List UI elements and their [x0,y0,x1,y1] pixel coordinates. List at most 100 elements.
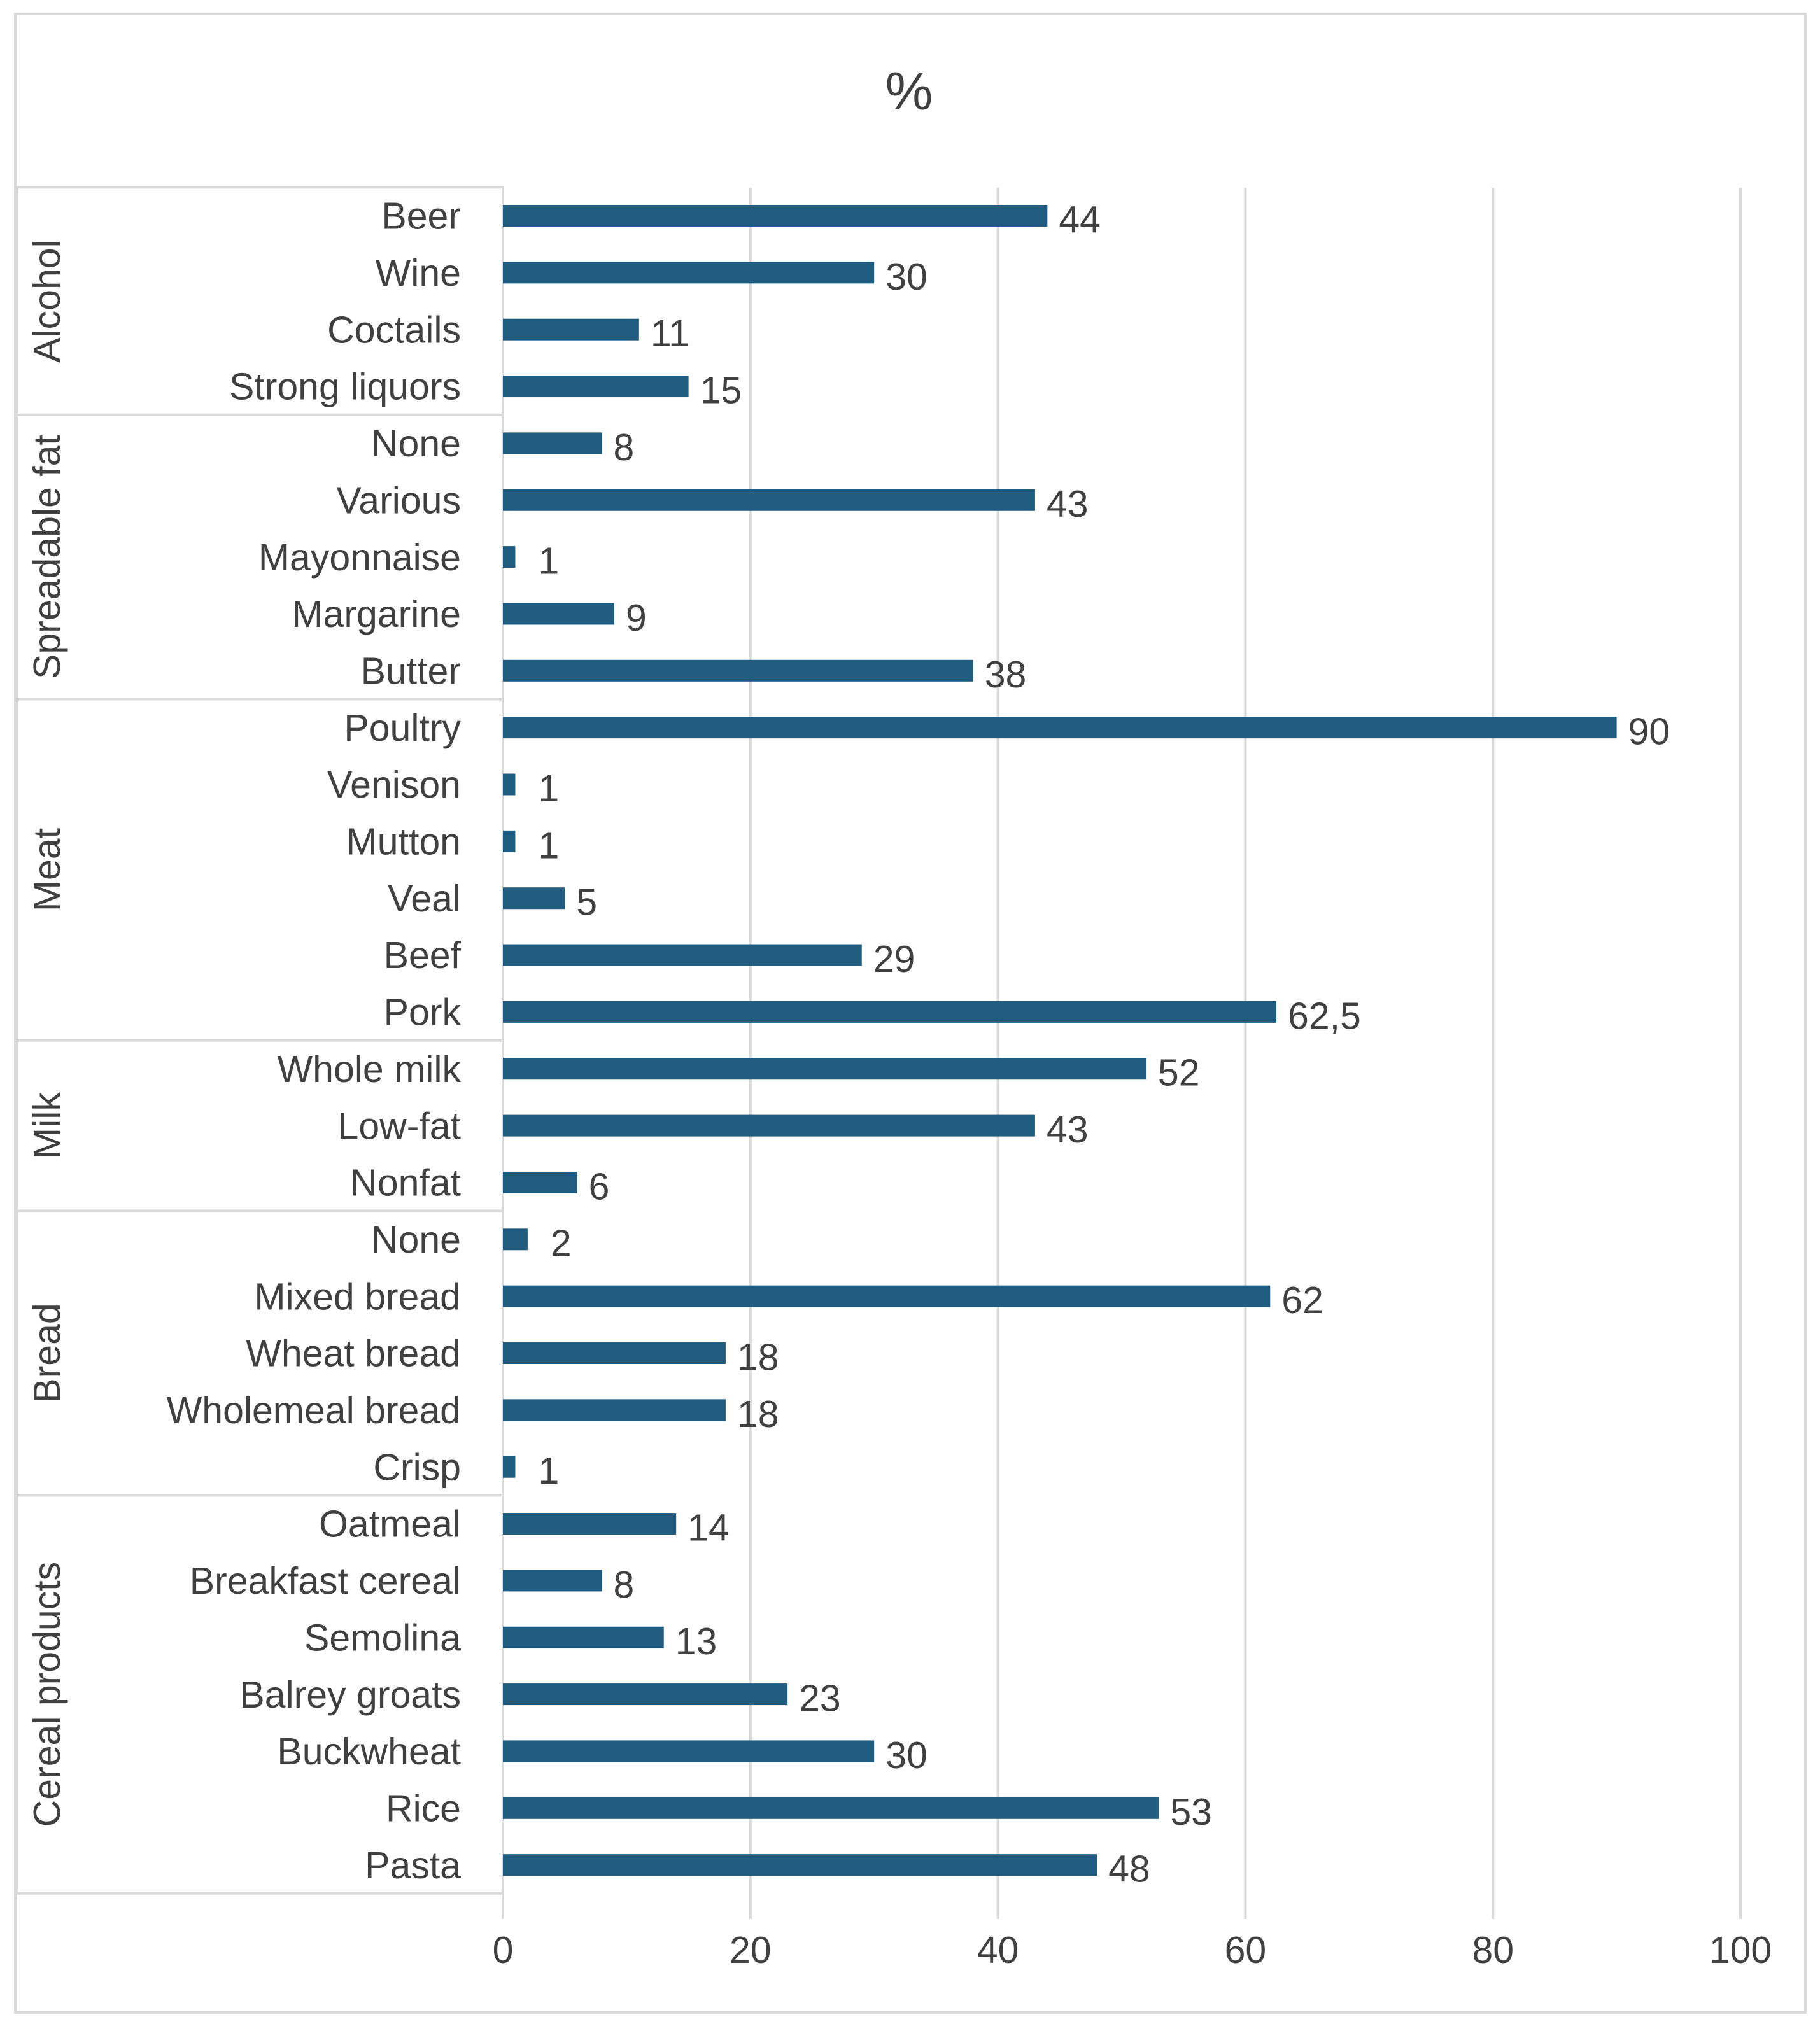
bar-bread-crisp [503,1456,516,1478]
value-label-buckwheat: 30 [885,1734,928,1776]
bar-spreadable-fat-various [503,489,1035,511]
bar-milk-low-fat [503,1114,1035,1137]
category-labels: Beer Wine Coctails Strong liquors None Variou… [167,195,462,1887]
category-label-rice: Rice [386,1787,461,1829]
category-label-margarine: Margarine [292,593,461,635]
bar-cereal-products-balrey-groats [503,1683,788,1706]
category-label-semolina: Semolina [304,1617,461,1659]
bar-bread-mixed-bread [503,1285,1271,1307]
category-label-mixed-bread: Mixed bread [254,1276,461,1318]
bar-alcohol-beer [503,205,1048,227]
category-label-veal: Veal [388,878,461,920]
value-label-beer: 44 [1059,199,1101,241]
category-label-poultry: Poultry [344,707,461,749]
value-label-pork: 62,5 [1288,995,1361,1037]
category-label-buckwheat: Buckwheat [277,1731,461,1773]
category-label-various: Various [336,479,461,521]
bar-meat-poultry [503,717,1617,739]
category-label-wholemeal-bread: Wholemeal bread [167,1389,461,1431]
category-label-balrey-groats: Balrey groats [239,1674,461,1716]
group-label-meat: Meat [26,828,68,911]
bar-cereal-products-buckwheat [503,1740,875,1762]
bar-alcohol-wine [503,262,875,284]
bar-cereal-products-pasta [503,1854,1097,1876]
x-tick-label-60: 60 [1225,1929,1267,1971]
category-label-strong-liquors: Strong liquors [229,366,461,408]
value-label-wheat-bread: 18 [737,1336,779,1378]
x-tick-label-40: 40 [977,1929,1019,1971]
value-label-veal: 5 [576,882,597,924]
bars [503,205,1617,1876]
category-label-mutton: Mutton [346,821,461,863]
value-label-beef: 29 [873,938,915,980]
category-label-wheat-bread: Wheat bread [246,1333,461,1375]
value-label-breakfast-cereal: 8 [614,1564,635,1606]
group-label-spreadable-fat: Spreadable fat [26,435,68,679]
category-label-breakfast-cereal: Breakfast cereal [190,1560,461,1602]
value-label-venison: 1 [538,768,559,810]
group-label-bread: Bread [26,1303,68,1403]
value-label-pasta: 48 [1108,1848,1150,1890]
category-label-none: None [371,1219,461,1261]
value-label-whole-milk: 52 [1158,1052,1200,1094]
category-label-butter: Butter [361,650,461,692]
category-label-oatmeal: Oatmeal [319,1503,461,1545]
bar-bread-wholemeal-bread [503,1399,726,1421]
value-label-poultry: 90 [1628,711,1670,753]
x-axis-ticks: 0 20 40 60 80 100 [493,1929,1772,1971]
bar-meat-pork [503,1001,1276,1023]
value-label-oatmeal: 14 [688,1507,730,1549]
value-label-none: 8 [614,426,635,468]
category-label-low-fat: Low-fat [338,1105,461,1147]
category-label-crisp: Crisp [373,1446,461,1488]
value-label-none: 2 [551,1223,572,1265]
bar-spreadable-fat-butter [503,659,973,682]
category-label-coctails: Coctails [327,309,461,351]
value-label-balrey-groats: 23 [799,1678,841,1720]
bar-meat-veal [503,887,565,910]
bar-alcohol-strong-liquors [503,376,689,398]
group-label-milk: Milk [26,1092,68,1159]
category-label-nonfat: Nonfat [350,1162,461,1204]
category-groups: Alcohol Spreadable fat Meat Milk Bread Cereal… [15,186,504,1895]
x-tick-label-20: 20 [730,1929,772,1971]
category-label-none: None [371,423,461,465]
bar-meat-venison [503,773,516,796]
value-label-semolina: 13 [675,1620,717,1662]
bar-cereal-products-oatmeal [503,1513,677,1535]
value-label-low-fat: 43 [1047,1109,1089,1151]
bar-meat-mutton [503,830,516,852]
bar-bread-none [503,1228,528,1251]
value-label-wine: 30 [885,256,928,298]
category-label-pork: Pork [384,992,462,1034]
group-label-alcohol: Alcohol [26,239,68,363]
bar-spreadable-fat-none [503,432,602,454]
bar-milk-whole-milk [503,1058,1146,1080]
category-label-whole-milk: Whole milk [278,1048,462,1090]
value-label-various: 43 [1047,483,1089,525]
category-label-wine: Wine [376,252,461,294]
bar-milk-nonfat [503,1171,577,1193]
value-label-margarine: 9 [626,597,647,639]
x-tick-label-100: 100 [1709,1929,1772,1971]
bar-cereal-products-semolina [503,1626,664,1648]
value-label-wholemeal-bread: 18 [737,1393,779,1435]
value-labels: 443011158431938901152962,552436262181811… [538,199,1670,1890]
bar-bread-wheat-bread [503,1342,726,1364]
value-label-mixed-bread: 62 [1281,1279,1323,1321]
chart-title: % [885,61,933,121]
value-label-crisp: 1 [538,1450,559,1492]
value-label-coctails: 11 [651,313,689,355]
bar-meat-beef [503,944,862,966]
value-label-nonfat: 6 [589,1165,610,1207]
value-label-mutton: 1 [538,824,559,866]
category-label-mayonnaise: Mayonnaise [258,537,461,579]
bar-cereal-products-rice [503,1797,1159,1819]
bar-cereal-products-breakfast-cereal [503,1570,602,1592]
bar-spreadable-fat-margarine [503,603,614,625]
value-label-butter: 38 [985,654,1027,696]
x-tick-label-80: 80 [1472,1929,1514,1971]
category-label-beer: Beer [381,195,461,237]
